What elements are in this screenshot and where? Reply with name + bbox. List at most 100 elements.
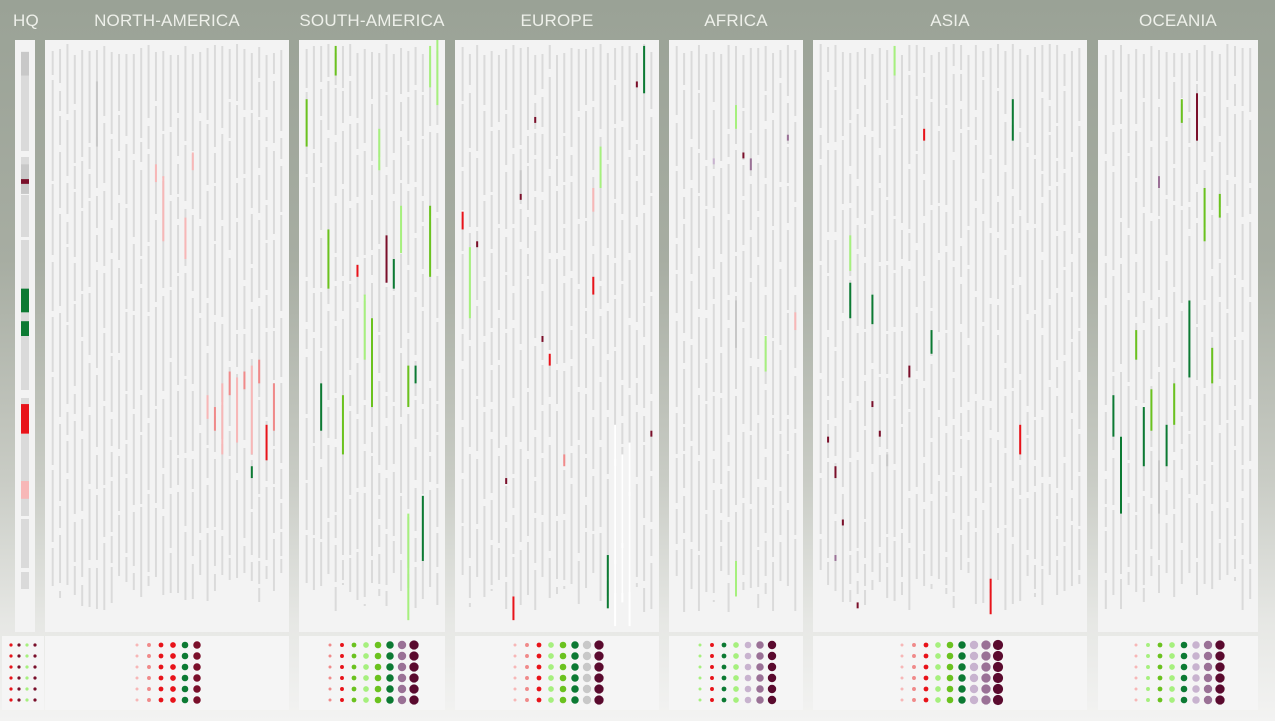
- track-segment: [88, 293, 91, 355]
- track-segment: [864, 564, 867, 586]
- track-segment: [786, 230, 789, 310]
- track-segment: [320, 292, 323, 348]
- track-segment: [356, 53, 359, 118]
- track-segment: [871, 54, 874, 131]
- track-segment: [1048, 305, 1051, 380]
- track-segment: [614, 128, 617, 199]
- track-segment: [1226, 508, 1229, 575]
- legend-dot: [328, 687, 332, 691]
- track-segment: [541, 458, 544, 515]
- track-segment: [900, 55, 903, 115]
- track-segment: [334, 545, 337, 582]
- track-segment: [1011, 44, 1014, 119]
- track-segment: [1165, 141, 1168, 195]
- track-segment: [505, 333, 508, 437]
- track-segment: [628, 260, 631, 318]
- legend-dot: [1215, 695, 1225, 705]
- legend-dot: [9, 698, 13, 702]
- legend-dot: [923, 686, 929, 692]
- track-segment: [272, 151, 275, 234]
- legend-dot: [923, 642, 929, 648]
- track-segment: [727, 583, 730, 612]
- legend-dot: [1146, 643, 1150, 647]
- track-segment: [989, 233, 992, 298]
- track-segment: [213, 322, 216, 410]
- legend-dot: [193, 641, 201, 649]
- status-segment: [871, 401, 874, 408]
- legend-dot: [1203, 662, 1213, 672]
- legend-dot: [946, 652, 954, 660]
- track-segment: [250, 113, 253, 208]
- track-segment: [856, 254, 859, 326]
- legend-dot: [744, 641, 752, 649]
- legend-dot: [513, 687, 517, 691]
- status-segment: [1158, 176, 1160, 188]
- legend-dot: [33, 654, 37, 658]
- status-segment: [95, 81, 98, 147]
- track-segment: [577, 289, 580, 387]
- panel-asia: [813, 40, 1087, 632]
- track-segment: [250, 53, 253, 110]
- track-segment: [169, 55, 172, 127]
- track-segment: [154, 106, 157, 214]
- track-segment: [371, 52, 373, 99]
- track-segment: [407, 191, 410, 265]
- legend-dot: [582, 662, 592, 672]
- track-segment: [683, 197, 686, 219]
- track-segment: [1188, 357, 1191, 431]
- track-segment: [794, 207, 797, 287]
- track-segment: [1158, 219, 1160, 290]
- track-segment: [960, 74, 963, 101]
- track-segment: [643, 588, 646, 612]
- track-segment: [937, 131, 940, 203]
- legend-dot: [1180, 696, 1188, 704]
- track-segment: [1249, 569, 1252, 599]
- track-segment: [206, 191, 209, 298]
- legend-dot: [158, 664, 164, 670]
- track-segment: [952, 74, 955, 152]
- track-segment: [878, 48, 881, 148]
- track-segment: [764, 390, 767, 449]
- status-segment: [614, 424, 617, 627]
- track-segment: [407, 145, 410, 184]
- legend-dot: [744, 663, 752, 671]
- track-segment: [1041, 335, 1044, 410]
- track-segment: [1127, 572, 1130, 585]
- legend-dot: [135, 665, 139, 669]
- track-segment: [1112, 172, 1115, 270]
- track-segment: [982, 406, 985, 503]
- track-segment: [727, 45, 730, 129]
- status-segment: [327, 229, 330, 289]
- track-segment: [177, 391, 180, 455]
- track-segment: [21, 519, 29, 568]
- legend-dot: [958, 674, 966, 682]
- track-segment: [66, 325, 69, 404]
- track-segment: [900, 533, 903, 577]
- track-segment: [720, 546, 723, 571]
- track-segment: [392, 295, 395, 402]
- legend-dot: [582, 651, 592, 661]
- track-segment: [378, 499, 381, 519]
- track-segment: [960, 284, 963, 324]
- track-segment: [864, 430, 867, 519]
- legend-dot: [536, 653, 542, 659]
- legend-dot: [935, 686, 941, 692]
- track-segment: [930, 442, 933, 494]
- track-segment: [827, 80, 830, 143]
- legend-dot: [170, 697, 176, 703]
- track-segment: [213, 530, 216, 566]
- track-segment: [819, 379, 822, 473]
- track-segment: [461, 104, 464, 167]
- track-segment: [436, 435, 439, 484]
- status-segment: [923, 128, 926, 141]
- track-segment: [1070, 157, 1073, 254]
- track-segment: [1218, 433, 1221, 539]
- track-segment: [772, 562, 775, 611]
- track-segment: [1135, 182, 1138, 254]
- track-segment: [1048, 106, 1051, 132]
- track-segment: [794, 376, 797, 429]
- track-segment: [952, 519, 955, 592]
- track-segment: [878, 188, 881, 262]
- track-segment: [476, 45, 479, 151]
- status-segment: [21, 288, 29, 313]
